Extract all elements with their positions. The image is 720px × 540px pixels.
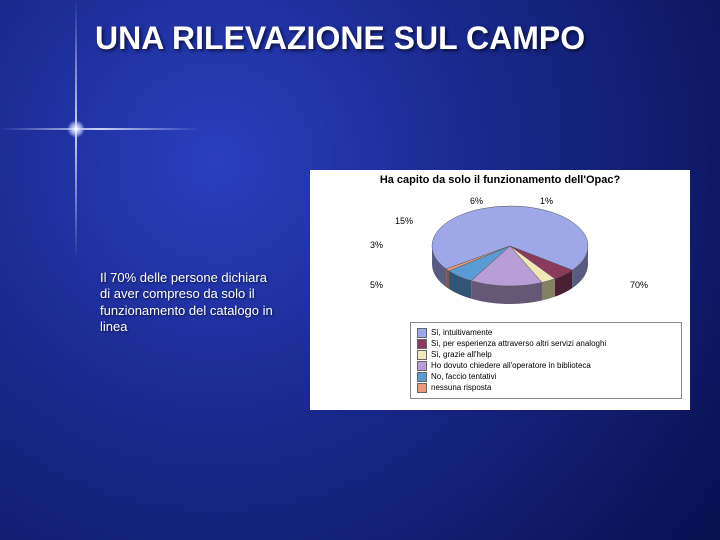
decor-star-core — [67, 120, 85, 138]
legend-label: No, faccio tentativi — [431, 373, 496, 382]
pie-svg — [420, 198, 600, 308]
pie-data-label: 1% — [540, 196, 553, 206]
slide-body-text: Il 70% delle persone dichiara di aver co… — [100, 270, 275, 335]
pie-data-label: 5% — [370, 280, 383, 290]
pie-data-label: 3% — [370, 240, 383, 250]
legend-item: nessuna risposta — [417, 383, 675, 393]
legend-item: No, faccio tentativi — [417, 372, 675, 382]
pie-data-label: 70% — [630, 280, 648, 290]
legend-item: Sì, intuitivamente — [417, 328, 675, 338]
legend-label: Sì, grazie all'help — [431, 351, 492, 360]
legend-swatch — [417, 339, 427, 349]
slide: UNA RILEVAZIONE SUL CAMPO Il 70% delle p… — [0, 0, 720, 540]
legend-label: Sì, intuitivamente — [431, 329, 492, 338]
legend-swatch — [417, 383, 427, 393]
legend-label: Sì, per esperienza attraverso altri serv… — [431, 340, 606, 349]
legend-item: Ho dovuto chiedere all'operatore in bibl… — [417, 361, 675, 371]
legend-swatch — [417, 328, 427, 338]
legend-swatch — [417, 350, 427, 360]
chart-title: Ha capito da solo il funzionamento dell'… — [310, 170, 690, 188]
chart-plot-area: 70% 5% 3% 15% 6% 1% — [310, 188, 690, 318]
legend-swatch — [417, 361, 427, 371]
pie-wrap — [420, 198, 600, 308]
legend-label: Ho dovuto chiedere all'operatore in bibl… — [431, 362, 591, 371]
legend-item: Sì, per esperienza attraverso altri serv… — [417, 339, 675, 349]
pie-chart: Ha capito da solo il funzionamento dell'… — [310, 170, 690, 410]
legend-swatch — [417, 372, 427, 382]
pie-data-label: 6% — [470, 196, 483, 206]
decor-star-horizontal — [0, 128, 200, 130]
slide-title: UNA RILEVAZIONE SUL CAMPO — [95, 20, 585, 57]
legend-label: nessuna risposta — [431, 384, 491, 393]
pie-side — [446, 269, 449, 289]
chart-legend: Sì, intuitivamente Sì, per esperienza att… — [410, 322, 682, 399]
pie-data-label: 15% — [395, 216, 413, 226]
legend-item: Sì, grazie all'help — [417, 350, 675, 360]
